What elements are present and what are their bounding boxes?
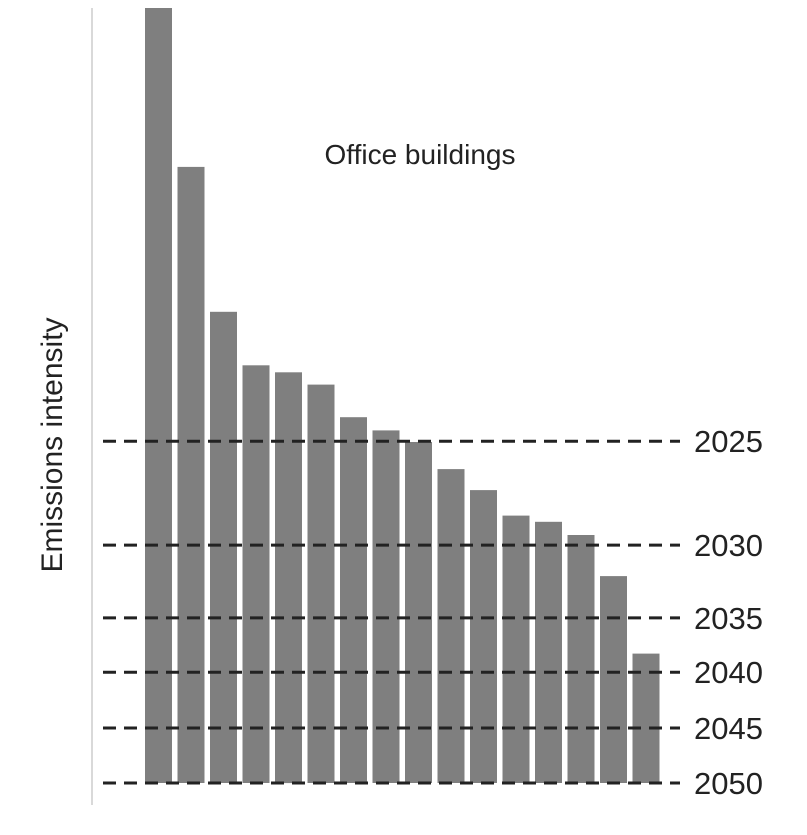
bar-14 (567, 535, 595, 783)
threshold-label-2040: 2040 (694, 655, 763, 690)
bar-13 (535, 521, 562, 783)
bar-5 (275, 372, 302, 784)
threshold-label-2045: 2045 (694, 711, 763, 746)
bar-3 (210, 311, 237, 783)
bar-11 (470, 490, 497, 783)
bar-15 (600, 576, 627, 783)
threshold-label-2050: 2050 (694, 766, 763, 801)
bar-7 (340, 417, 367, 783)
bar-12 (502, 515, 530, 783)
bar-8 (372, 430, 400, 783)
threshold-lines-group: 2025 2030 2035 2040 2045 2050 (103, 424, 763, 801)
bar-10 (437, 469, 465, 783)
bar-16 (632, 653, 660, 783)
bar-4 (242, 365, 270, 783)
bar-group (145, 8, 660, 784)
bar-9 (405, 442, 432, 783)
threshold-label-2030: 2030 (694, 528, 763, 563)
bar-1 (145, 8, 172, 783)
bar-6 (307, 384, 335, 783)
bar-2 (177, 166, 205, 783)
y-axis-label: Emissions intensity (36, 317, 69, 572)
chart-title: Office buildings (325, 139, 516, 170)
threshold-label-2035: 2035 (694, 601, 763, 636)
threshold-label-2025: 2025 (694, 424, 763, 459)
